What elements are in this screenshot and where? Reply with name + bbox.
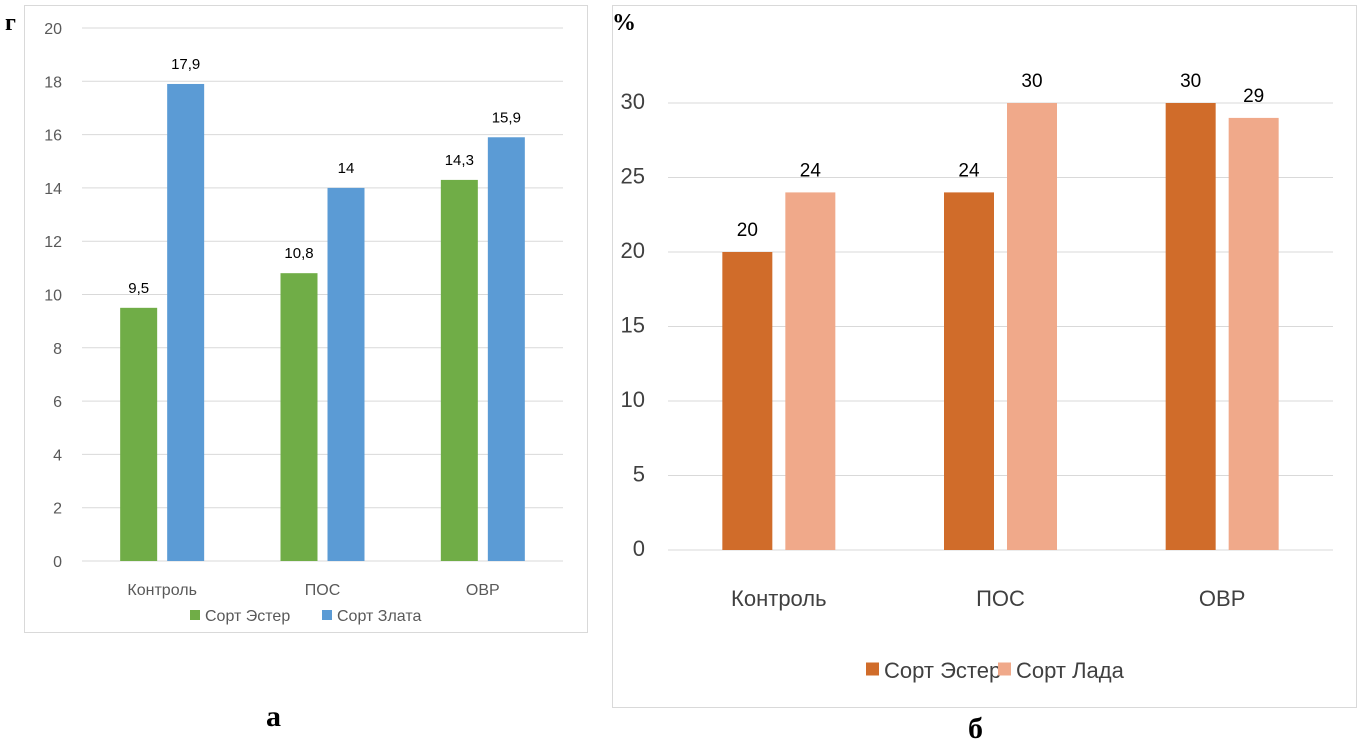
chart-b-bar bbox=[1228, 117, 1279, 551]
chart-a-bar bbox=[327, 187, 365, 561]
chart-b-category-label: ПОС bbox=[976, 586, 1025, 611]
chart-b-ytick-label: 10 bbox=[621, 387, 645, 412]
chart-a-ytick-label: 18 bbox=[44, 74, 62, 91]
chart-a-data-label: 14 bbox=[338, 160, 355, 177]
chart-a-data-label: 10,8 bbox=[284, 245, 313, 262]
chart-b-data-label: 29 bbox=[1243, 86, 1264, 107]
chart-a-ytick-label: 20 bbox=[44, 21, 62, 38]
chart-a-legend-label: Сорт Эстер bbox=[205, 608, 290, 625]
chart-b-data-label: 24 bbox=[958, 160, 980, 181]
chart-a-legend-swatch bbox=[322, 610, 332, 620]
chart-a-ytick-label: 6 bbox=[53, 394, 62, 411]
chart-a-category-label: ОВР bbox=[466, 582, 500, 599]
chart-a-legend-swatch bbox=[190, 610, 200, 620]
chart-a-ytick-label: 16 bbox=[44, 128, 62, 145]
chart-b-bar bbox=[785, 192, 836, 550]
chart-b-bar bbox=[1007, 103, 1057, 550]
chart-a-bar bbox=[280, 273, 318, 561]
chart-b-unit-label: % bbox=[612, 10, 636, 36]
chart-b-ytick-label: 5 bbox=[633, 462, 645, 487]
chart-a-legend-label: Сорт Злата bbox=[337, 608, 421, 625]
chart-a-bar bbox=[167, 83, 205, 561]
chart-a-ytick-label: 12 bbox=[44, 234, 62, 251]
chart-b-legend-swatch bbox=[998, 662, 1011, 676]
chart-b-ytick-label: 30 bbox=[621, 89, 645, 114]
chart-b-legend-label: Сорт Эстер bbox=[884, 658, 1001, 683]
chart-a-data-label: 14,3 bbox=[445, 152, 474, 169]
chart-b-category-label: Контроль bbox=[731, 586, 827, 611]
chart-a-data-label: 17,9 bbox=[171, 56, 200, 73]
chart-a-bar bbox=[440, 179, 478, 561]
chart-a-category-label: Контроль bbox=[127, 582, 197, 599]
chart-a-ytick-label: 10 bbox=[44, 288, 62, 305]
chart-a-data-label: 9,5 bbox=[128, 280, 149, 297]
chart-a-ytick-label: 0 bbox=[53, 554, 62, 571]
chart-b-data-label: 24 bbox=[800, 160, 822, 181]
chart-b-category-label: ОВР bbox=[1199, 586, 1245, 611]
chart-b-data-label: 30 bbox=[1021, 71, 1042, 92]
chart-b-ytick-label: 20 bbox=[621, 238, 645, 263]
chart-b-ytick-label: 15 bbox=[621, 313, 645, 338]
chart-a-category-label: ПОС bbox=[305, 582, 341, 599]
chart-a-ytick-label: 8 bbox=[53, 341, 62, 358]
chart-b-bar bbox=[944, 192, 994, 550]
chart-a-ytick-label: 14 bbox=[44, 181, 62, 198]
chart-a-ytick-label: 2 bbox=[53, 501, 62, 518]
chart-b-data-label: 30 bbox=[1180, 71, 1201, 92]
chart-b-data-label: 20 bbox=[737, 220, 758, 241]
chart-a-bar bbox=[487, 137, 525, 561]
chart-a-bar bbox=[120, 307, 158, 561]
chart-a-data-label: 15,9 bbox=[492, 109, 521, 126]
chart-a-ytick-label: 4 bbox=[53, 447, 62, 464]
chart-b-legend-swatch bbox=[866, 662, 879, 676]
chart-a-unit-label: г bbox=[5, 10, 16, 36]
chart-b-ytick-label: 25 bbox=[621, 164, 645, 189]
chart-b-ytick-label: 0 bbox=[633, 536, 645, 561]
chart-b-legend-label: Сорт Лада bbox=[1016, 658, 1125, 683]
chart-a-panel-letter: а bbox=[266, 700, 281, 733]
chart-b-panel-letter: б bbox=[968, 712, 983, 745]
chart-b-bar bbox=[1165, 103, 1216, 550]
chart-b-bar bbox=[722, 252, 773, 550]
